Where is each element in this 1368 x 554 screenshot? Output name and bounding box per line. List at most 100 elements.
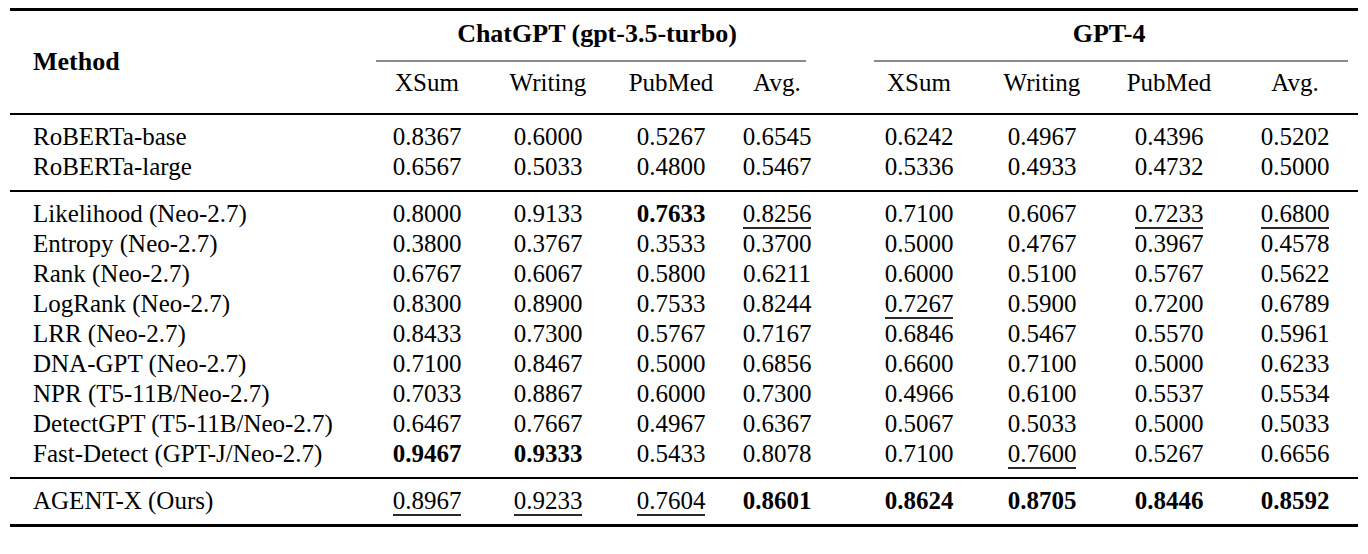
table-row: Fast-Detect (GPT-J/Neo-2.7)0.94670.93330…	[10, 439, 1358, 478]
value: 0.6789	[1261, 290, 1330, 317]
value-cell: 0.5767	[612, 319, 730, 349]
value: 0.7300	[514, 320, 583, 347]
value: 0.5534	[1261, 380, 1330, 407]
value-cell: 0.8624	[860, 478, 978, 526]
value-cell: 0.9333	[484, 439, 612, 478]
value: 0.4578	[1261, 230, 1330, 257]
value-cell: 0.6467	[370, 409, 484, 439]
value: 0.6846	[885, 320, 954, 347]
value-cell: 0.5267	[612, 114, 730, 152]
method-column-header: Method	[10, 10, 370, 115]
second-best-value: 0.6800	[1261, 201, 1330, 229]
value: 0.6211	[743, 260, 811, 287]
value-cell: 0.5000	[1232, 152, 1358, 191]
value-cell: 0.7267	[860, 289, 978, 319]
best-value: 0.7633	[637, 200, 706, 227]
value-cell: 0.4967	[612, 409, 730, 439]
value: 0.9133	[514, 200, 583, 227]
ours-section: AGENT-X (Ours)0.89670.92330.76040.86010.…	[10, 478, 1358, 526]
value-cell: 0.5336	[860, 152, 978, 191]
value: 0.3967	[1135, 230, 1204, 257]
second-best-value: 0.7267	[885, 291, 954, 319]
value: 0.5000	[1261, 153, 1330, 180]
value-cell: 0.5900	[978, 289, 1106, 319]
value-cell: 0.5202	[1232, 114, 1358, 152]
gap-cell	[824, 349, 860, 379]
value-cell: 0.6656	[1232, 439, 1358, 478]
value-cell: 0.9233	[484, 478, 612, 526]
value-cell: 0.7167	[730, 319, 824, 349]
value-cell: 0.6242	[860, 114, 978, 152]
second-best-value: 0.8256	[743, 201, 812, 229]
value: 0.6000	[514, 123, 583, 150]
value-cell: 0.8592	[1232, 478, 1358, 526]
value-cell: 0.5000	[612, 349, 730, 379]
gap-cell	[824, 379, 860, 409]
value-cell: 0.8244	[730, 289, 824, 319]
value: 0.5961	[1261, 320, 1330, 347]
value-cell: 0.3800	[370, 229, 484, 259]
value: 0.6656	[1261, 440, 1330, 467]
value-cell: 0.7300	[730, 379, 824, 409]
value: 0.5033	[1261, 410, 1330, 437]
method-cell: LRR (Neo-2.7)	[10, 319, 370, 349]
value-cell: 0.6000	[860, 259, 978, 289]
value: 0.6367	[743, 410, 812, 437]
value-cell: 0.5000	[1106, 409, 1232, 439]
value-cell: 0.3767	[484, 229, 612, 259]
value: 0.8078	[743, 440, 812, 467]
value: 0.7533	[637, 290, 706, 317]
value: 0.4732	[1135, 153, 1204, 180]
value-cell: 0.6800	[1232, 191, 1358, 229]
value-cell: 0.5467	[978, 319, 1106, 349]
value: 0.8300	[393, 290, 462, 317]
value: 0.3800	[393, 230, 462, 257]
table-row: NPR (T5-11B/Neo-2.7)0.70330.88670.60000.…	[10, 379, 1358, 409]
value-cell: 0.6211	[730, 259, 824, 289]
method-cell: NPR (T5-11B/Neo-2.7)	[10, 379, 370, 409]
value: 0.6067	[514, 260, 583, 287]
value-cell: 0.8705	[978, 478, 1106, 526]
value-cell: 0.5033	[484, 152, 612, 191]
value: 0.3767	[514, 230, 583, 257]
value-cell: 0.5000	[860, 229, 978, 259]
best-value: 0.8446	[1135, 487, 1204, 514]
col-header-chatgpt-pubmed: PubMed	[612, 67, 730, 114]
value: 0.7100	[1008, 350, 1077, 377]
method-cell: DetectGPT (T5-11B/Neo-2.7)	[10, 409, 370, 439]
gpt4-group-rule	[874, 60, 1348, 62]
col-header-gpt4-avg: Avg.	[1232, 67, 1358, 114]
value: 0.6000	[637, 380, 706, 407]
gap-cell	[824, 191, 860, 229]
gap-cell	[824, 478, 860, 526]
value: 0.4767	[1008, 230, 1077, 257]
value: 0.6067	[1008, 200, 1077, 227]
value-cell: 0.7100	[860, 191, 978, 229]
value-cell: 0.7200	[1106, 289, 1232, 319]
value: 0.5336	[885, 153, 954, 180]
value-cell: 0.7100	[860, 439, 978, 478]
value: 0.8244	[743, 290, 812, 317]
value-cell: 0.8967	[370, 478, 484, 526]
value-cell: 0.6067	[484, 259, 612, 289]
second-best-value: 0.8967	[393, 488, 462, 516]
value-cell: 0.7033	[370, 379, 484, 409]
value: 0.7100	[885, 440, 954, 467]
table-row: Likelihood (Neo-2.7)0.80000.91330.76330.…	[10, 191, 1358, 229]
value: 0.5033	[514, 153, 583, 180]
value-cell: 0.8467	[484, 349, 612, 379]
value: 0.4966	[885, 380, 954, 407]
value-cell: 0.6367	[730, 409, 824, 439]
value-cell: 0.8433	[370, 319, 484, 349]
value: 0.5000	[637, 350, 706, 377]
value-cell: 0.5033	[978, 409, 1106, 439]
value: 0.5267	[1135, 440, 1204, 467]
value-cell: 0.6000	[612, 379, 730, 409]
value-cell: 0.9133	[484, 191, 612, 229]
value: 0.8467	[514, 350, 583, 377]
best-value: 0.8592	[1261, 487, 1330, 514]
second-best-value: 0.7233	[1135, 201, 1204, 229]
best-value: 0.9333	[514, 440, 583, 467]
zero-shot-section: Likelihood (Neo-2.7)0.80000.91330.76330.…	[10, 191, 1358, 478]
value: 0.4933	[1008, 153, 1077, 180]
